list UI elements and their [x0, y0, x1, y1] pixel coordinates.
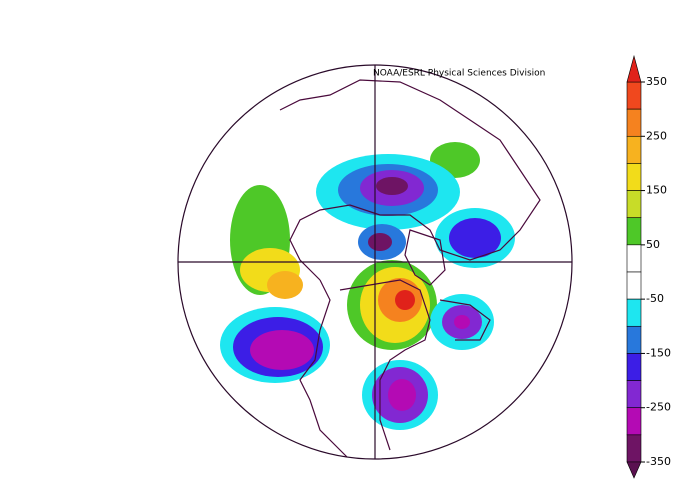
polar-map: NOAA/ESRL Physical Sciences Division: [177, 64, 573, 460]
colorbar-over: [626, 54, 642, 83]
colorbar-tick-label: -150: [646, 346, 671, 359]
colorbar-band: [626, 244, 642, 273]
colorbar-band: [626, 325, 642, 354]
colorbar-tick-label: 50: [646, 238, 660, 251]
colorbar-band: [626, 407, 642, 436]
colorbar-under: [626, 461, 642, 479]
credit: NOAA/ESRL Physical Sciences Division: [373, 69, 545, 79]
colorbar-band: [626, 271, 642, 300]
colorbar-tick-label: -50: [646, 292, 664, 305]
colorbar-tick-label: -250: [646, 401, 671, 414]
colorbar-tick-label: 250: [646, 129, 667, 142]
anomaly-field: [220, 142, 515, 430]
colorbar-band: [626, 81, 642, 110]
colorbar-band: [626, 135, 642, 164]
colorbar: 350 250 150 50 -50 -150 -250 -350: [626, 54, 671, 479]
colorbar-band: [626, 190, 642, 219]
colorbar-tick-label: -350: [646, 455, 671, 468]
colorbar-band: [626, 380, 642, 409]
colorbar-band: [626, 217, 642, 246]
colorbar-band: [626, 434, 642, 463]
colorbar-tick-label: 150: [646, 184, 667, 197]
colorbar-band: [626, 108, 642, 137]
colorbar-tick-label: 350: [646, 75, 667, 88]
colorbar-band: [626, 163, 642, 191]
colorbar-band: [626, 298, 642, 327]
coastlines: [279, 79, 541, 459]
colorbar-band: [626, 353, 642, 381]
